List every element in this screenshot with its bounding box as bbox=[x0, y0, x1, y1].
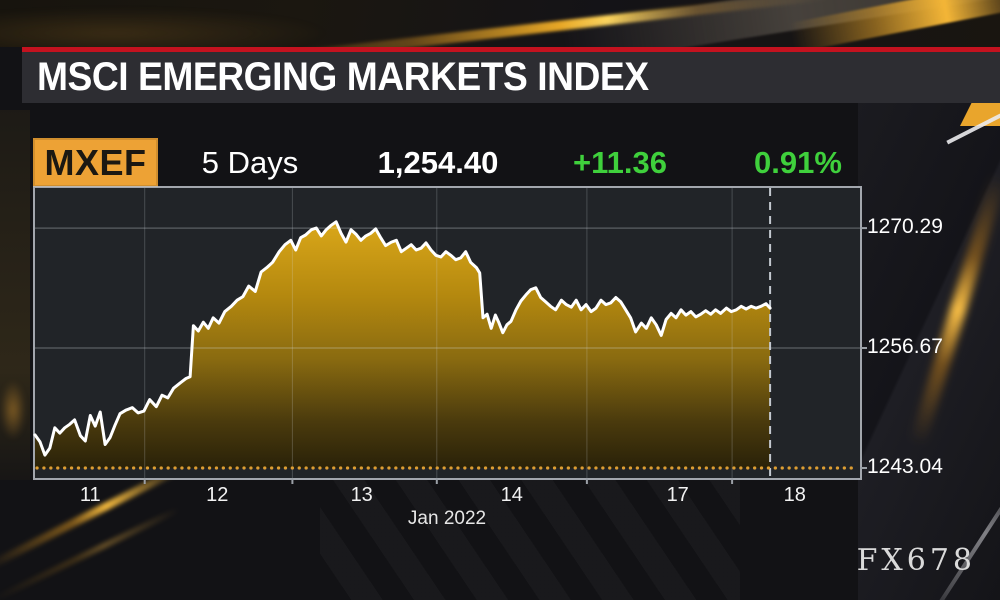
y-tick-label: 1256.67 bbox=[867, 335, 943, 358]
page-title: MSCI EMERGING MARKETS INDEX bbox=[37, 55, 649, 99]
background-art-left bbox=[0, 110, 30, 480]
background-streak-gold bbox=[0, 506, 181, 600]
price-change: +11.36 bbox=[573, 145, 667, 180]
x-tick-label: 14 bbox=[500, 484, 523, 506]
y-tick-label: 1243.04 bbox=[867, 455, 943, 478]
last-price: 1,254.40 bbox=[377, 145, 499, 180]
watermark: FX678 bbox=[856, 543, 976, 578]
price-change-percent: 0.91% bbox=[754, 145, 842, 180]
title-banner: MSCI EMERGING MARKETS INDEX bbox=[22, 47, 1000, 103]
x-tick-label: 13 bbox=[350, 484, 373, 506]
y-tick-label: 1270.29 bbox=[867, 215, 943, 239]
x-tick-label: 12 bbox=[206, 484, 229, 506]
x-axis-title: Jan 2022 bbox=[407, 508, 487, 529]
background-glow bbox=[0, 380, 26, 440]
background-art-right bbox=[858, 100, 1000, 600]
price-line bbox=[33, 220, 772, 457]
background-art-top bbox=[0, 0, 1000, 47]
price-area-fill bbox=[35, 221, 771, 468]
background-art-bottom bbox=[0, 480, 858, 600]
background-streaks-gray bbox=[320, 480, 740, 600]
x-tick-label: 18 bbox=[783, 484, 806, 506]
chart-plot-area bbox=[33, 186, 867, 484]
background-white-line bbox=[926, 473, 1000, 600]
x-tick-label: 17 bbox=[666, 484, 689, 506]
x-tick-label: 11 bbox=[79, 484, 101, 506]
red-accent-stripe bbox=[22, 47, 1000, 52]
background-glow bbox=[0, 8, 330, 47]
period-label: 5 Days bbox=[201, 145, 299, 180]
ticker-symbol-badge: MXEF bbox=[33, 138, 158, 187]
title-banner-body: MSCI EMERGING MARKETS INDEX bbox=[22, 52, 1000, 103]
price-chart bbox=[33, 188, 867, 484]
